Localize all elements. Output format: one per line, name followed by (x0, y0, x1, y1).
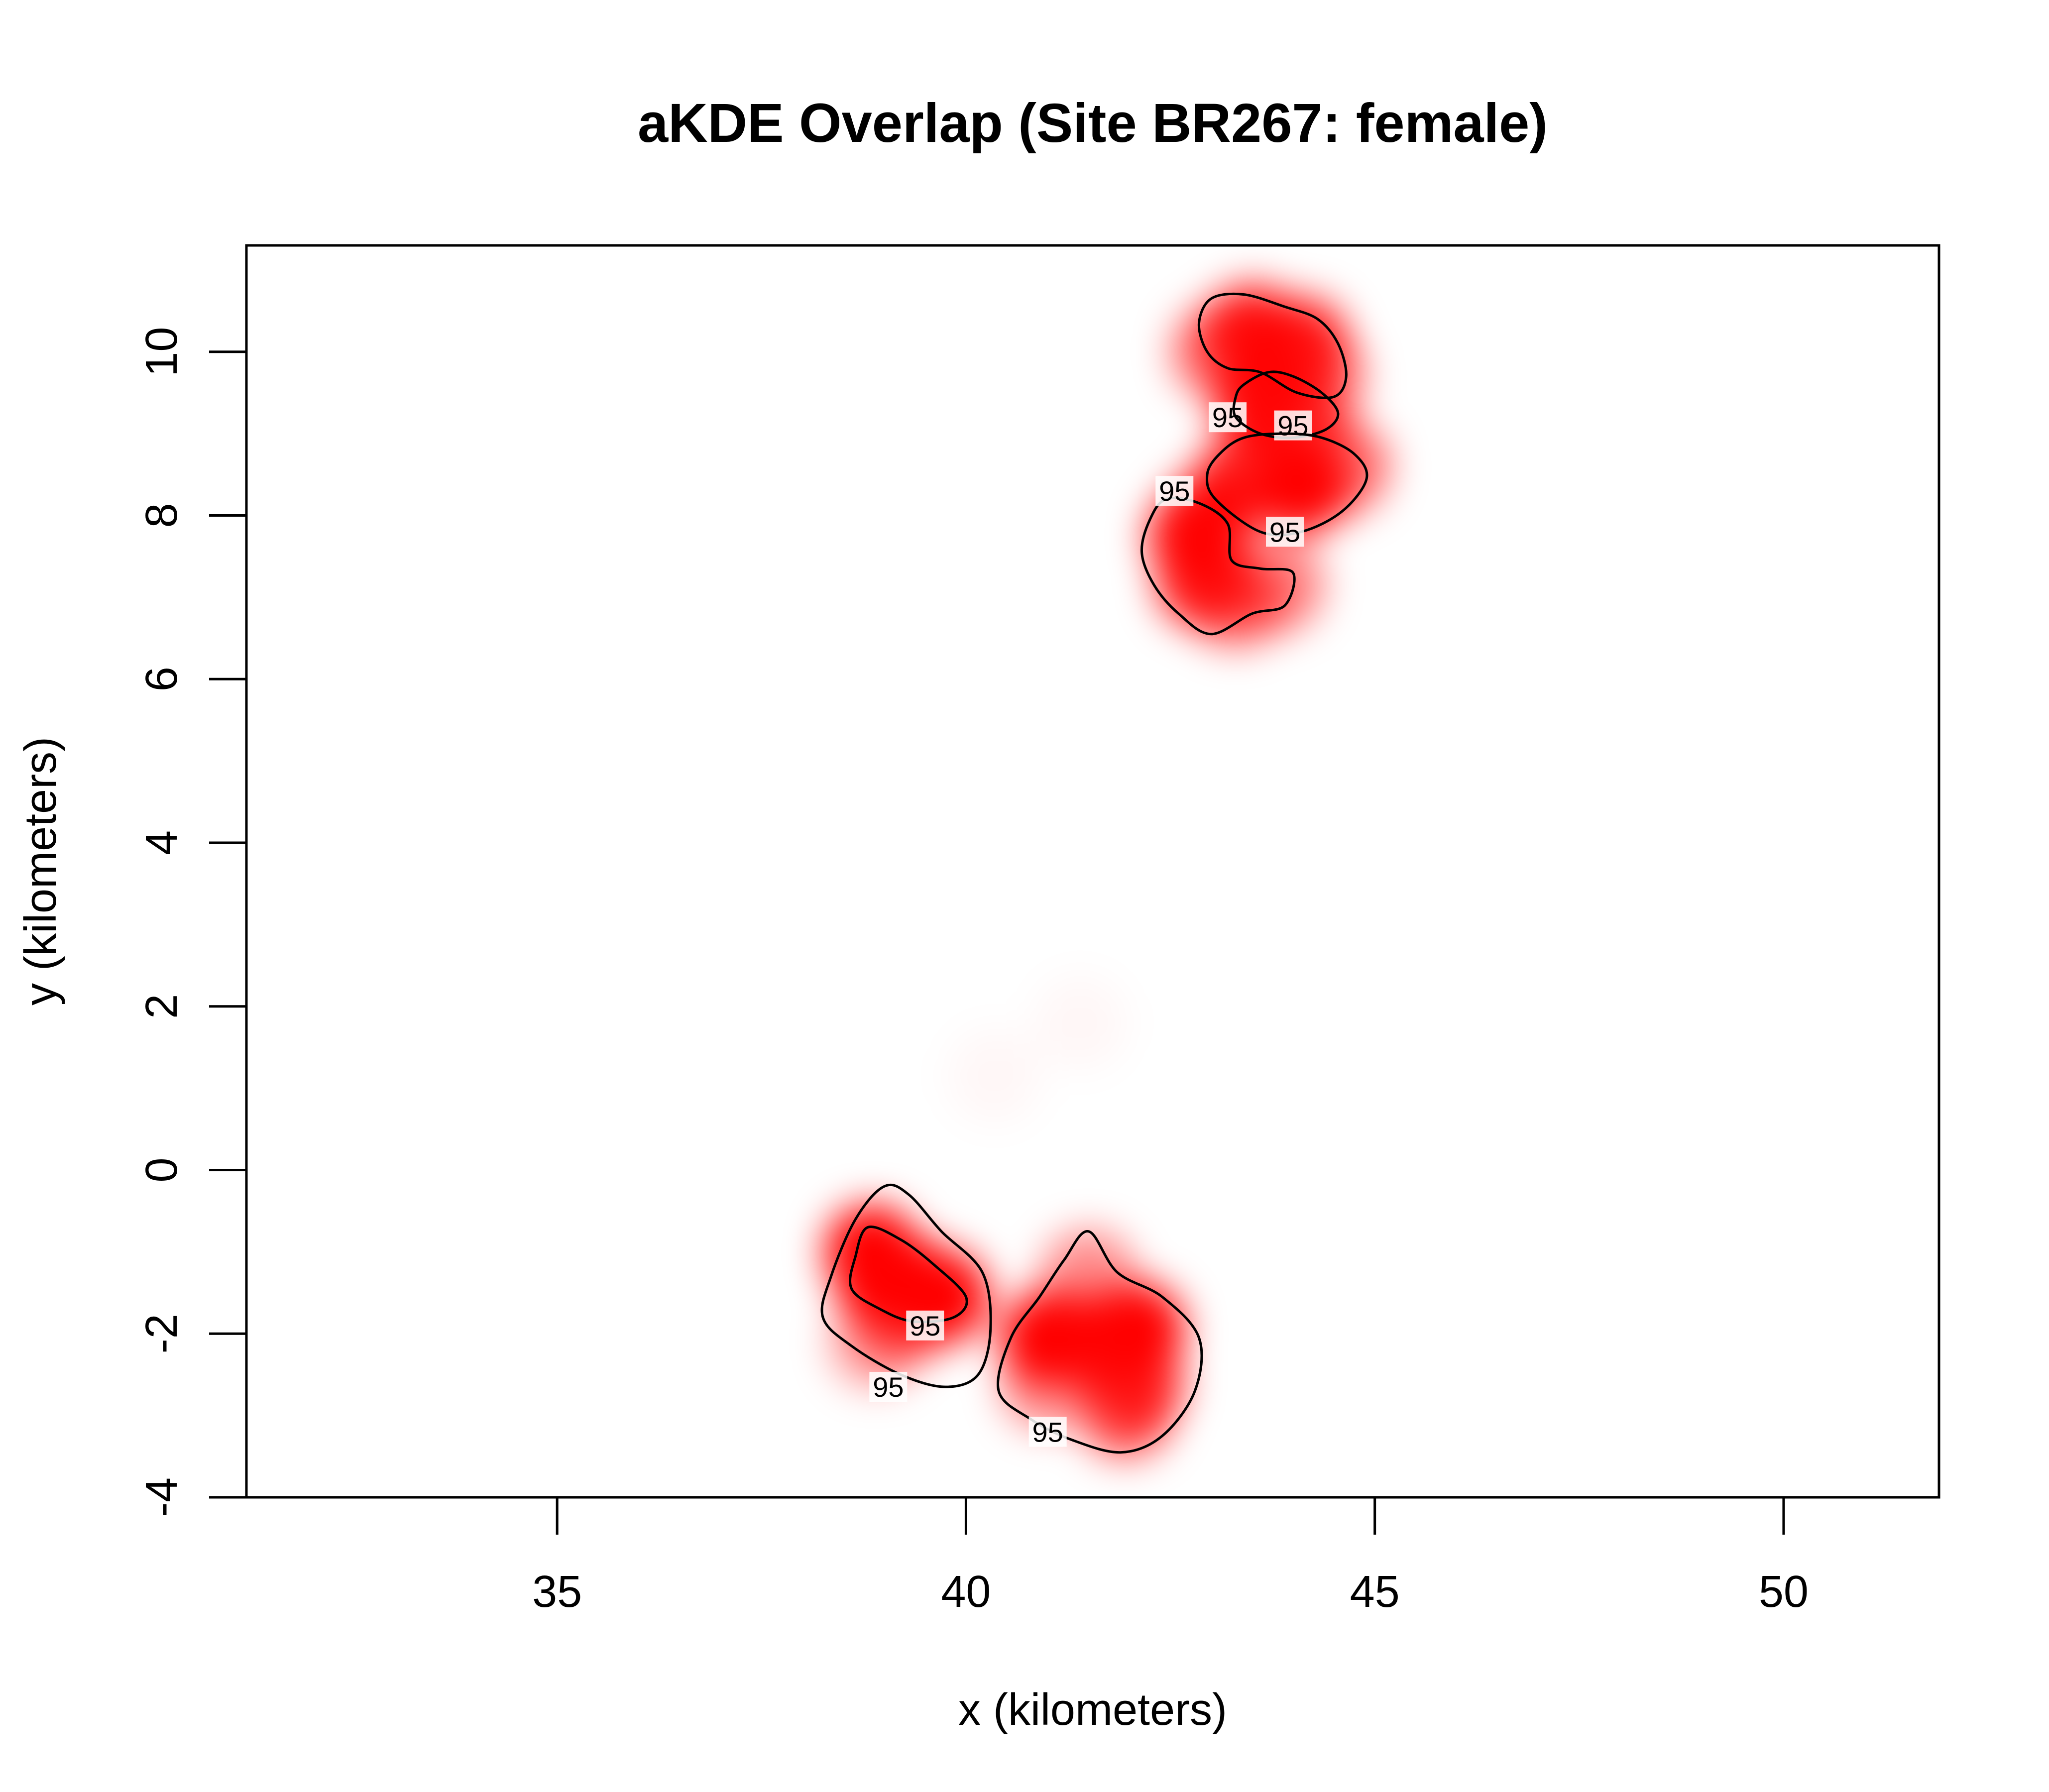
contour-95-1 (1232, 370, 1340, 440)
x-tick-label: 45 (1350, 1567, 1400, 1617)
x-tick-label: 40 (941, 1567, 991, 1617)
contour-95-3 (1140, 496, 1296, 636)
contour-95-6 (997, 1230, 1203, 1454)
contour-label-4: 95 (873, 1371, 904, 1403)
density-peak-13 (1229, 538, 1324, 633)
x-tick-label: 35 (532, 1567, 582, 1617)
y-axis: -4 -2 0 2 4 6 8 10 (137, 327, 248, 1517)
y-tick-label: 2 (137, 994, 187, 1019)
contour-label-5: 95 (910, 1310, 940, 1342)
density-peak-26 (1000, 1335, 1095, 1430)
contour-label-1: 95 (1277, 410, 1308, 442)
y-tick-label: -2 (137, 1314, 187, 1353)
y-tick-label: 0 (137, 1157, 187, 1182)
contour-label-3: 95 (1159, 475, 1190, 507)
y-tick-label: 10 (137, 327, 187, 377)
y-tick-label: -4 (137, 1477, 187, 1517)
density-peak-8 (1294, 419, 1389, 514)
density-peak-28 (947, 1028, 1042, 1123)
contour-95-4 (820, 1183, 992, 1388)
contour-label-0: 95 (1212, 402, 1243, 433)
y-tick-label: 4 (137, 830, 187, 855)
contour-95-2 (1205, 432, 1368, 537)
x-axis: 35 40 45 50 (532, 1496, 1809, 1617)
y-tick-label: 6 (137, 667, 187, 691)
contour-95-0 (1197, 292, 1348, 399)
density-peak-27 (1033, 976, 1128, 1070)
x-tick-label: 50 (1759, 1567, 1809, 1617)
density-peak-25 (1041, 1229, 1136, 1324)
x-axis-label: x (kilometers) (958, 1685, 1227, 1735)
contour-label-2: 95 (1269, 516, 1300, 548)
density-layer (824, 284, 1389, 1459)
density-peak-24 (1078, 1364, 1173, 1459)
y-tick-label: 8 (137, 503, 187, 528)
y-axis-label: y (kilometers) (16, 737, 66, 1006)
chart-title: aKDE Overlap (Site BR267: female) (638, 93, 1548, 154)
contour-label-6: 95 (1032, 1416, 1063, 1448)
